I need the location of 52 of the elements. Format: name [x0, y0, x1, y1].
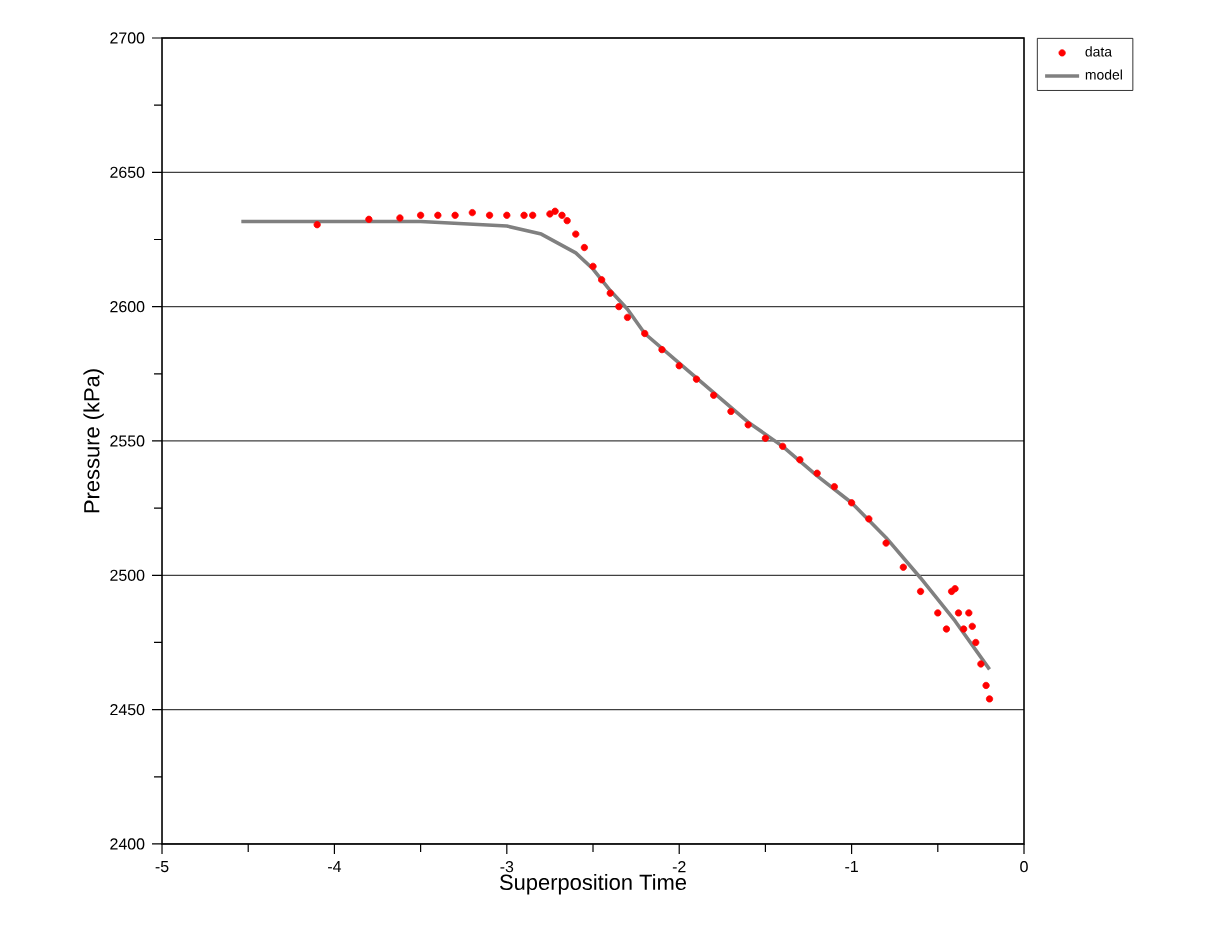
point [641, 329, 649, 338]
point [727, 407, 735, 416]
point [882, 539, 890, 547]
point [848, 499, 856, 507]
y-axis-title: Pressure (kPa) [83, 369, 104, 513]
point [972, 638, 980, 647]
point [606, 289, 614, 297]
point [977, 660, 985, 668]
x-axis-title: Superposition Time [500, 873, 687, 895]
point [796, 456, 804, 464]
point [520, 211, 528, 219]
point [960, 625, 968, 633]
point [396, 214, 404, 222]
point [563, 217, 571, 225]
point [985, 695, 994, 703]
point [916, 587, 925, 596]
point [546, 210, 554, 218]
point [468, 209, 476, 217]
point [615, 303, 623, 311]
point [692, 375, 701, 383]
point [589, 262, 597, 270]
point [954, 609, 963, 617]
point [761, 434, 770, 442]
point [813, 469, 821, 477]
point [434, 211, 442, 219]
point [572, 230, 580, 238]
point [968, 622, 976, 630]
point [598, 276, 606, 284]
point [365, 215, 373, 223]
point [623, 313, 632, 321]
point [779, 442, 787, 450]
point [485, 211, 494, 219]
point [658, 346, 666, 354]
point [899, 563, 907, 571]
point [529, 211, 537, 219]
point [313, 221, 321, 229]
point [558, 211, 566, 219]
point [830, 483, 838, 491]
point [451, 211, 459, 219]
point [865, 515, 873, 523]
point [965, 609, 973, 617]
point [934, 609, 942, 617]
point [551, 207, 559, 215]
point [580, 243, 588, 252]
point [675, 362, 683, 370]
point [982, 681, 990, 690]
point [942, 625, 951, 633]
point [710, 391, 718, 399]
point [503, 211, 511, 219]
line-series [239, 219, 992, 672]
point [744, 421, 752, 429]
point [417, 211, 425, 219]
